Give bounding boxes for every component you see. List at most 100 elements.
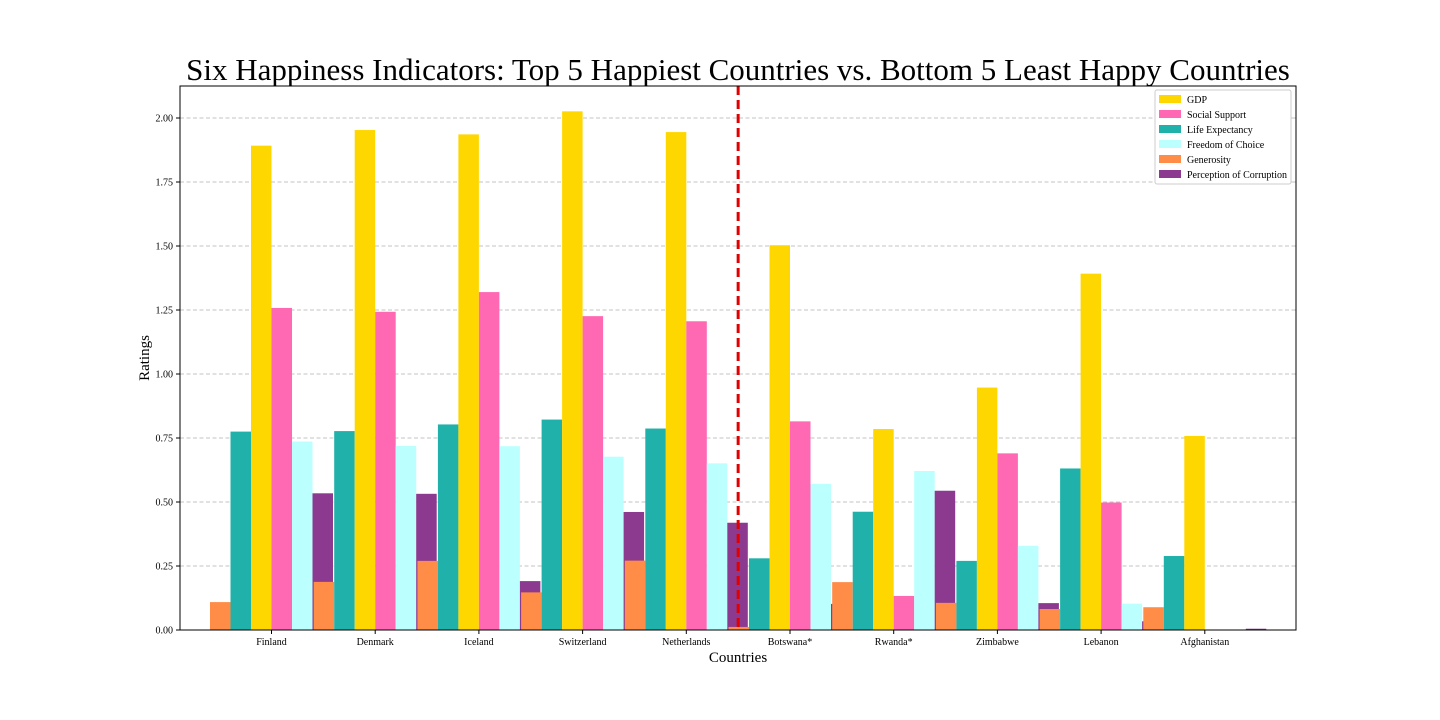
y-tick-label: 1.25 <box>156 306 174 317</box>
bar-freedom-of-choice-lebanon <box>1121 603 1143 630</box>
bar-gdp-iceland <box>458 134 479 630</box>
bar-gdp-finland <box>251 145 272 630</box>
legend-label-generosity: Generosity <box>1187 155 1231 166</box>
bar-gdp-switzerland <box>562 111 583 631</box>
legend-swatch-perception-of-corruption <box>1159 170 1181 178</box>
bar-social-support-iceland <box>478 292 500 630</box>
bar-generosity-afghanistan <box>1143 607 1164 630</box>
bar-perception-of-corruption-rwanda <box>934 490 956 630</box>
x-tick-label-denmark: Denmark <box>357 637 394 648</box>
x-tick-label-rwanda: Rwanda* <box>875 637 913 648</box>
x-tick-label-afghanistan: Afghanistan <box>1180 637 1229 648</box>
bar-life-expectancy-switzerland <box>541 419 563 630</box>
bar-generosity-zimbabwe <box>935 602 957 630</box>
bar-gdp-afghanistan <box>1184 435 1205 630</box>
y-tick-label: 0.50 <box>156 498 174 509</box>
category-group-botswana <box>728 245 852 631</box>
bar-life-expectancy-lebanon <box>1060 468 1081 630</box>
category-group-afghanistan <box>1143 435 1267 630</box>
category-group-netherlands <box>624 132 748 630</box>
bar-freedom-of-choice-zimbabwe <box>1017 545 1039 630</box>
y-tick-label: 2.00 <box>156 114 174 125</box>
bar-freedom-of-choice-switzerland <box>603 456 624 630</box>
category-group-rwanda <box>832 429 956 630</box>
bar-gdp-zimbabwe <box>976 387 998 630</box>
legend-label-life-expectancy: Life Expectancy <box>1187 125 1253 136</box>
bar-life-expectancy-netherlands <box>645 428 666 630</box>
x-tick-label-switzerland: Switzerland <box>559 637 607 648</box>
y-tick-label: 0.75 <box>156 434 174 445</box>
x-axis: Finland Denmark Iceland Switzerland Netherla… <box>256 630 1229 648</box>
legend-swatch-freedom-of-choice <box>1159 140 1181 148</box>
bar-social-support-finland <box>271 307 292 630</box>
x-tick-label-zimbabwe: Zimbabwe <box>976 637 1019 648</box>
bar-generosity-lebanon <box>1039 609 1061 630</box>
x-tick-label-netherlands: Netherlands <box>662 637 710 648</box>
bar-freedom-of-choice-botswana <box>810 483 831 630</box>
bar-gdp-lebanon <box>1080 273 1102 630</box>
bar-freedom-of-choice-iceland <box>499 446 520 630</box>
bar-freedom-of-choice-rwanda <box>914 471 935 630</box>
bar-life-expectancy-botswana <box>749 558 770 630</box>
bar-generosity-switzerland <box>521 592 542 630</box>
bar-series <box>210 111 1267 631</box>
legend-swatch-social-support <box>1159 110 1181 118</box>
legend-frame <box>1154 89 1292 185</box>
category-group-iceland <box>417 134 541 630</box>
bar-generosity-finland <box>210 602 231 630</box>
bar-life-expectancy-iceland <box>437 424 459 630</box>
x-tick-label-iceland: Iceland <box>464 637 493 648</box>
x-tick-label-lebanon: Lebanon <box>1084 637 1119 648</box>
bar-generosity-rwanda <box>832 582 853 630</box>
y-tick-label: 0.25 <box>156 562 174 573</box>
legend-label-perception-of-corruption: Perception of Corruption <box>1187 170 1287 181</box>
bar-generosity-iceland <box>417 560 438 630</box>
legend-swatch-gdp <box>1159 95 1181 103</box>
y-axis-label: Ratings <box>137 335 153 381</box>
y-tick-label: 1.75 <box>156 178 174 189</box>
bar-perception-of-corruption-afghanistan <box>1245 628 1267 630</box>
x-tick-label-finland: Finland <box>256 637 287 648</box>
bar-gdp-denmark <box>354 130 376 630</box>
bar-freedom-of-choice-denmark <box>395 445 417 630</box>
bar-life-expectancy-denmark <box>334 431 355 630</box>
bar-life-expectancy-afghanistan <box>1163 556 1185 630</box>
legend-swatch-life-expectancy <box>1159 125 1181 133</box>
category-group-switzerland <box>521 111 645 631</box>
legend-swatch-generosity <box>1159 155 1181 163</box>
chart-title: Six Happiness Indicators: Top 5 Happiest… <box>186 52 1290 87</box>
bar-life-expectancy-finland <box>230 431 251 630</box>
bar-social-support-lebanon <box>1101 502 1122 630</box>
legend-label-gdp: GDP <box>1187 95 1207 106</box>
x-tick-label-botswana: Botswana* <box>768 637 812 648</box>
legend: GDP Social Support Life Expectancy Freedom … <box>1154 89 1292 185</box>
plot-frame <box>179 85 1297 631</box>
bar-freedom-of-choice-netherlands <box>706 463 728 630</box>
bar-life-expectancy-zimbabwe <box>956 560 977 630</box>
bar-social-support-denmark <box>375 311 396 630</box>
y-tick-label: 1.00 <box>156 370 174 381</box>
x-axis-label: Countries <box>709 650 767 666</box>
bar-generosity-botswana <box>728 626 749 630</box>
bar-life-expectancy-rwanda <box>852 511 874 630</box>
bar-generosity-netherlands <box>624 560 646 630</box>
bar-gdp-botswana <box>769 245 790 631</box>
y-axis: 0.00 0.25 0.50 0.75 1.00 1.25 1.50 1.75 2.00 <box>156 114 180 637</box>
bar-social-support-netherlands <box>686 321 707 630</box>
bar-social-support-botswana <box>790 421 811 630</box>
bar-gdp-rwanda <box>873 429 894 630</box>
bar-social-support-switzerland <box>582 316 604 630</box>
legend-label-freedom-of-choice: Freedom of Choice <box>1187 140 1265 151</box>
y-tick-label: 0.00 <box>156 626 174 637</box>
category-group-lebanon <box>1039 273 1163 630</box>
bar-social-support-zimbabwe <box>997 453 1018 630</box>
y-tick-label: 1.50 <box>156 242 174 253</box>
bar-freedom-of-choice-finland <box>292 441 313 630</box>
bar-social-support-rwanda <box>893 595 915 630</box>
bar-gdp-netherlands <box>665 132 687 630</box>
legend-label-social-support: Social Support <box>1187 110 1246 121</box>
bar-generosity-denmark <box>313 581 335 630</box>
category-group-denmark <box>313 130 437 630</box>
category-group-finland <box>210 145 333 630</box>
